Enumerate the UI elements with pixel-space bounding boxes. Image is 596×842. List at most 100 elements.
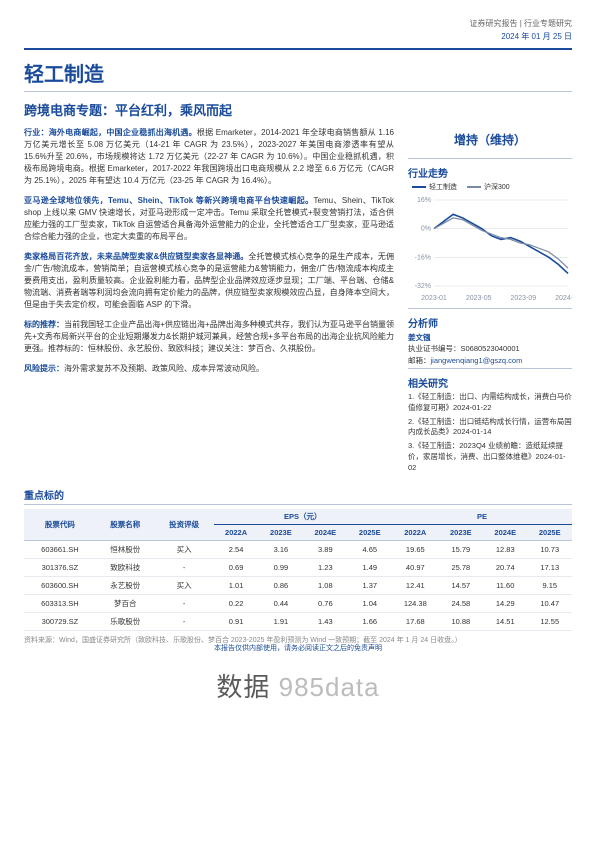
- cell-2-6: 1.37: [348, 576, 392, 594]
- cell-2-4: 0.86: [259, 576, 303, 594]
- sidebar-rule-3: [408, 368, 572, 369]
- col-name: 股票名称: [96, 509, 155, 541]
- svg-text:2024-01: 2024-01: [555, 295, 572, 302]
- cell-2-7: 12.41: [392, 576, 439, 594]
- para-lead-4: 风险提示：: [24, 364, 64, 373]
- table-row: 603661.SH恒林股份买入2.543.163.894.6519.6515.7…: [24, 540, 572, 558]
- cell-3-4: 0.44: [259, 594, 303, 612]
- sidebar-rule-2: [408, 308, 572, 309]
- cell-1-2: -: [155, 558, 214, 576]
- watermark-left: 数据: [216, 672, 270, 702]
- cell-0-0: 603661.SH: [24, 540, 96, 558]
- chart-legend: 轻工制造 沪深300: [412, 182, 572, 192]
- table-rule: [24, 504, 572, 505]
- cell-1-3: 0.69: [214, 558, 259, 576]
- col-code: 股票代码: [24, 509, 96, 541]
- cell-1-6: 1.49: [348, 558, 392, 576]
- cell-2-0: 603600.SH: [24, 576, 96, 594]
- cell-1-0: 301376.SZ: [24, 558, 96, 576]
- rating-badge: 增持（维持）: [408, 127, 572, 156]
- table-row: 300729.SZ乐歌股份-0.911.911.431.6617.6810.88…: [24, 612, 572, 630]
- cell-0-2: 买入: [155, 540, 214, 558]
- svg-text:-32%: -32%: [415, 283, 431, 290]
- related-item-1: 2.《轻工制造：出口链结构成长行情，运营布局国内成长品类》2024-01-14: [408, 417, 572, 439]
- svg-text:0%: 0%: [421, 226, 431, 233]
- stocks-table: 股票代码 股票名称 投资评级 EPS（元） PE 2022A2023E2024E…: [24, 509, 572, 631]
- cert-label: 执业证书编号：: [408, 344, 461, 353]
- email-label: 邮箱：: [408, 356, 431, 365]
- cell-2-5: 1.08: [303, 576, 347, 594]
- paragraph-4: 风险提示：海外需求复苏不及预期、政策风险、成本异常波动风险。: [24, 363, 394, 375]
- cell-1-8: 25.78: [439, 558, 483, 576]
- sidebar-rule-1: [408, 158, 572, 159]
- legend-swatch-0: [412, 186, 426, 188]
- related-item-0: 1.《轻工制造：出口、内需结构成长，消费白马价值修复可期》2024-01-22: [408, 392, 572, 414]
- paragraph-1: 亚马逊全球地位领先，Temu、Shein、TikTok 等新兴跨境电商平台快速崛…: [24, 195, 394, 243]
- col-year-pe-3: 2025E: [527, 524, 572, 540]
- col-year-eps-1: 2023E: [259, 524, 303, 540]
- cell-4-5: 1.43: [303, 612, 347, 630]
- cell-1-10: 17.13: [527, 558, 572, 576]
- col-year-eps-3: 2025E: [348, 524, 392, 540]
- col-pe-group: PE: [392, 509, 572, 525]
- analyst-block: 姜文镪 执业证书编号：S0680523040001 邮箱：jiangwenqia…: [408, 332, 572, 366]
- para-lead-1: 亚马逊全球地位领先，Temu、Shein、TikTok 等新兴跨境电商平台快速崛…: [24, 196, 314, 205]
- para-lead-0: 行业：海外电商崛起，中国企业稳抓出海机遇。: [24, 128, 197, 137]
- col-rating: 投资评级: [155, 509, 214, 541]
- analyst-email: jiangwenqiang1@gszq.com: [431, 356, 523, 365]
- legend-swatch-1: [467, 186, 481, 188]
- cell-4-10: 12.55: [527, 612, 572, 630]
- cell-4-2: -: [155, 612, 214, 630]
- cell-0-10: 10.73: [527, 540, 572, 558]
- doc-date: 2024 年 01 月 25 日: [24, 31, 572, 42]
- cell-3-10: 10.47: [527, 594, 572, 612]
- col-year-pe-0: 2022A: [392, 524, 439, 540]
- table-header: 重点标的: [24, 487, 572, 502]
- col-year-eps-2: 2024E: [303, 524, 347, 540]
- cell-0-4: 3.16: [259, 540, 303, 558]
- para-body-3: 当前我国轻工企业产品出海+供应链出海+品牌出海多种模式共存，我们认为亚马逊平台销…: [24, 320, 394, 353]
- cell-3-7: 124.38: [392, 594, 439, 612]
- cell-2-2: 买入: [155, 576, 214, 594]
- analyst-header: 分析师: [408, 315, 572, 330]
- cell-2-8: 14.57: [439, 576, 483, 594]
- cell-0-5: 3.89: [303, 540, 347, 558]
- svg-text:-16%: -16%: [415, 254, 431, 261]
- svg-text:2023-09: 2023-09: [510, 295, 536, 302]
- col-eps-group: EPS（元）: [214, 509, 392, 525]
- related-list: 1.《轻工制造：出口、内需结构成长，消费白马价值修复可期》2024-01-22 2…: [408, 392, 572, 474]
- paragraph-3: 标的推荐：当前我国轻工企业产品出海+供应链出海+品牌出海多种模式共存，我们认为亚…: [24, 319, 394, 355]
- cell-0-1: 恒林股份: [96, 540, 155, 558]
- top-rule: [24, 48, 572, 50]
- analyst-name: 姜文镪: [408, 332, 572, 343]
- watermark: 数据 985data: [24, 667, 572, 704]
- cert-value: S0680523040001: [461, 344, 520, 353]
- cell-1-9: 20.74: [483, 558, 527, 576]
- cell-0-7: 19.65: [392, 540, 439, 558]
- svg-text:2023-05: 2023-05: [466, 295, 492, 302]
- cell-3-1: 梦百合: [96, 594, 155, 612]
- cell-4-7: 17.68: [392, 612, 439, 630]
- page-subtitle: 跨境电商专题：平台红利，乘风而起: [24, 100, 572, 119]
- cell-1-4: 0.99: [259, 558, 303, 576]
- trend-header: 行业走势: [408, 165, 572, 180]
- cell-1-5: 1.23: [303, 558, 347, 576]
- cell-0-3: 2.54: [214, 540, 259, 558]
- cell-0-6: 4.65: [348, 540, 392, 558]
- cell-4-6: 1.66: [348, 612, 392, 630]
- cell-4-4: 1.91: [259, 612, 303, 630]
- cell-2-3: 1.01: [214, 576, 259, 594]
- col-year-pe-2: 2024E: [483, 524, 527, 540]
- paragraph-2: 卖家格局百花齐放，未来品牌型卖家&供应链型卖家各显神通。全托管模式核心竞争的是生…: [24, 251, 394, 311]
- table-body: 603661.SH恒林股份买入2.543.163.894.6519.6515.7…: [24, 540, 572, 630]
- cell-4-1: 乐歌股份: [96, 612, 155, 630]
- title-rule: [24, 91, 572, 92]
- cell-3-0: 603313.SH: [24, 594, 96, 612]
- cell-3-3: 0.22: [214, 594, 259, 612]
- para-body-4: 海外需求复苏不及预期、政策风险、成本异常波动风险。: [64, 364, 264, 373]
- cell-0-8: 15.79: [439, 540, 483, 558]
- page-title: 轻工制造: [24, 58, 572, 87]
- cell-3-2: -: [155, 594, 214, 612]
- cell-1-7: 40.97: [392, 558, 439, 576]
- svg-text:16%: 16%: [417, 197, 431, 204]
